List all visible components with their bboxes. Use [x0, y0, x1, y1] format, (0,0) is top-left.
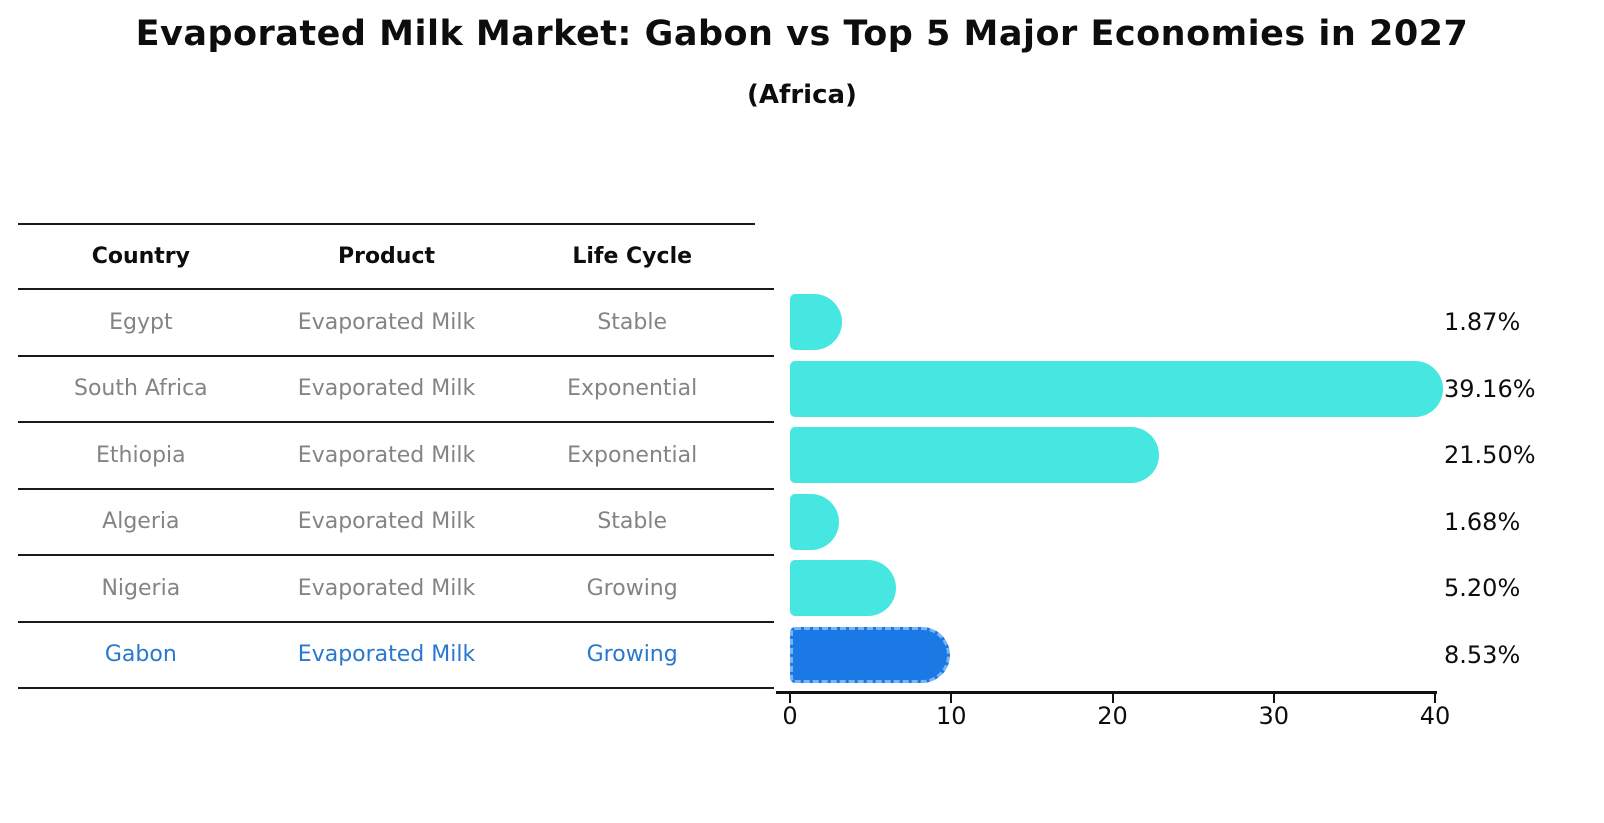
table-cell-life-cycle: Growing: [586, 575, 678, 601]
bar-egypt: [790, 294, 843, 351]
table-cell-product: Evaporated Milk: [297, 509, 476, 535]
table-cell-country: Gabon: [104, 642, 177, 668]
table-cell-life-cycle: Stable: [597, 309, 668, 335]
y-axis-tick: [755, 421, 774, 423]
table-cell-country: Nigeria: [101, 575, 181, 601]
table-header-life-cycle: Life Cycle: [572, 244, 693, 269]
bar-value-label: 21.50%: [1444, 441, 1536, 470]
x-axis-tick: [789, 694, 791, 703]
table-row: Nigeria Evaporated Milk Growing: [18, 556, 755, 623]
y-axis-tick: [755, 687, 774, 689]
table-row: Gabon Evaporated Milk Growing: [18, 623, 755, 689]
x-axis-tick: [1272, 694, 1275, 703]
table-cell-life-cycle: Stable: [597, 509, 668, 535]
table-row: Ethiopia Evaporated Milk Exponential: [18, 423, 755, 490]
bar-south-africa: [790, 360, 1444, 417]
table-cell-life-cycle: Exponential: [567, 376, 698, 402]
country-table: Country Product Life Cycle Egypt Evaporat…: [18, 223, 755, 689]
x-axis-tick-label: 0: [782, 702, 798, 730]
x-axis-tick: [1434, 694, 1436, 703]
x-axis-tick-label: 10: [935, 702, 967, 730]
table-cell-life-cycle: Growing: [586, 642, 678, 668]
chart-title: Evaporated Milk Market: Gabon vs Top 5 M…: [135, 14, 1469, 54]
y-axis-tick: [755, 554, 774, 556]
bar-value-label: 5.20%: [1444, 574, 1521, 603]
table-cell-country: South Africa: [73, 376, 208, 402]
table-row: Egypt Evaporated Milk Stable: [18, 290, 755, 357]
table-cell-product: Evaporated Milk: [297, 376, 476, 402]
x-axis-tick-label: 20: [1097, 702, 1128, 730]
table-header-product: Product: [337, 244, 436, 269]
x-axis-tick: [950, 694, 953, 703]
chart-subtitle: (Africa): [747, 80, 857, 110]
y-axis-tick: [755, 487, 774, 490]
bar-algeria: [790, 493, 840, 550]
bar-value-label: 1.87%: [1444, 308, 1521, 337]
x-axis-tick: [1111, 694, 1114, 703]
x-axis-tick-label: 40: [1419, 702, 1451, 730]
x-axis-tick-label: 30: [1258, 702, 1290, 730]
y-axis-tick: [755, 620, 774, 623]
table-row: Algeria Evaporated Milk Stable: [18, 490, 755, 556]
table-cell-life-cycle: Exponential: [567, 442, 698, 468]
y-axis-tick: [755, 354, 774, 357]
table-cell-product: Evaporated Milk: [297, 309, 476, 335]
table-cell-country: Ethiopia: [96, 442, 186, 468]
table-header-row: Country Product Life Cycle: [18, 223, 755, 290]
table-cell-country: Algeria: [102, 509, 180, 535]
table-header-country: Country: [91, 244, 190, 269]
bar-highlight-gabon: [790, 626, 950, 683]
table-cell-product: Evaporated Milk: [297, 575, 476, 601]
table-cell-product: Evaporated Milk: [297, 642, 476, 668]
bar-value-label: 8.53%: [1444, 640, 1521, 669]
bar-nigeria: [790, 560, 896, 617]
y-axis-tick: [755, 288, 774, 290]
table-cell-product: Evaporated Milk: [297, 442, 476, 468]
table-row: South Africa Evaporated Milk Exponential: [18, 357, 755, 423]
table-body: Egypt Evaporated Milk Stable South Africa Ev…: [18, 290, 755, 689]
bar-value-label: 1.68%: [1444, 507, 1521, 536]
bar-ethiopia: [790, 427, 1159, 484]
x-axis-line: [776, 691, 1437, 694]
bar-value-label: 39.16%: [1444, 374, 1536, 403]
table-cell-country: Egypt: [109, 309, 173, 335]
